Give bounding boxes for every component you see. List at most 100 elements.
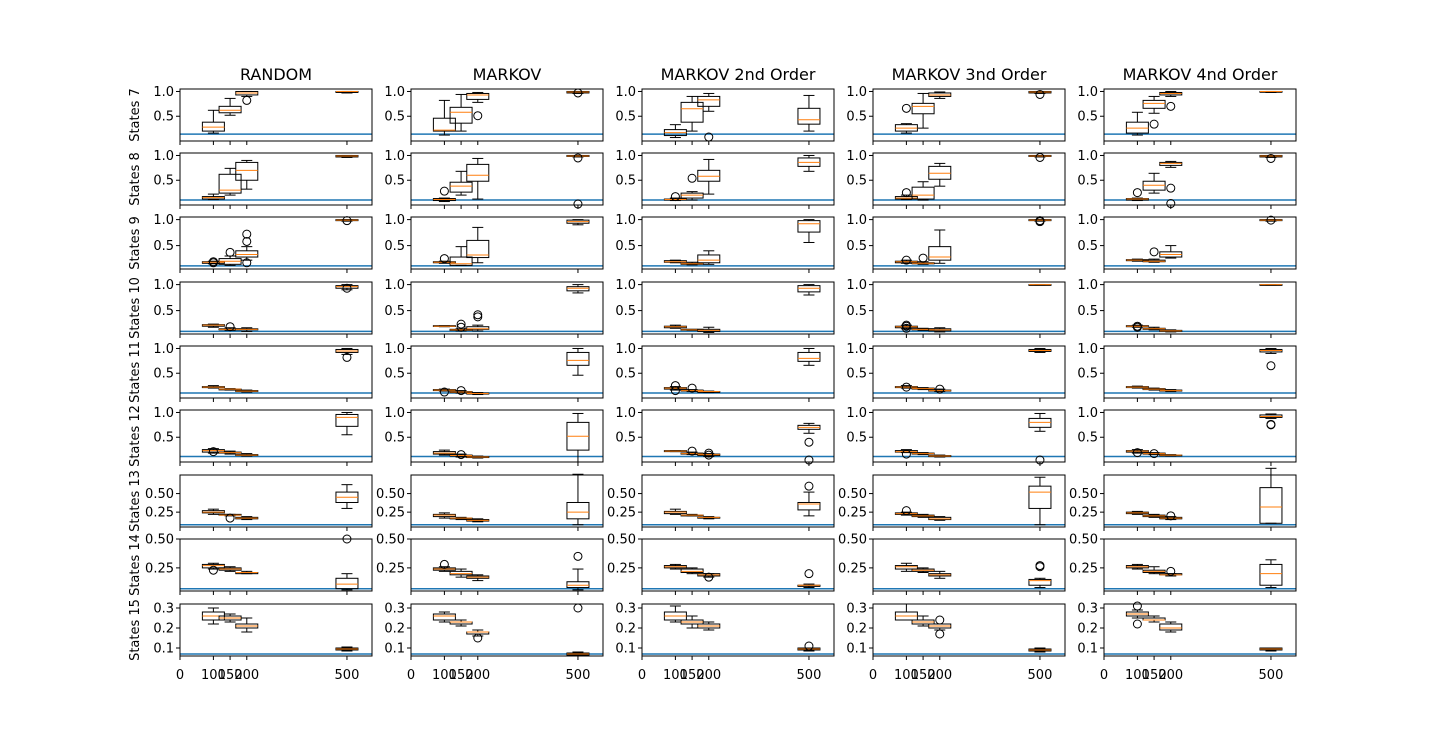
panel-states-14-markov-2nd-order: 0.25 0.50 bbox=[607, 533, 835, 595]
row-label-states-8: States 8 bbox=[128, 152, 143, 206]
panel-states-14-markov: 0.25 0.50 bbox=[376, 533, 604, 595]
outlier-point bbox=[242, 258, 252, 268]
panel-states-13-markov-2nd-order: 0.25 0.50 bbox=[607, 474, 835, 531]
box-150 bbox=[218, 566, 242, 572]
y-tick-label: 0.5 bbox=[153, 431, 174, 446]
outlier-point bbox=[342, 352, 352, 362]
y-tick-label: 1.0 bbox=[384, 342, 405, 357]
x-tick-label: 150 bbox=[449, 668, 474, 683]
box-500 bbox=[1259, 347, 1283, 371]
box-iqr bbox=[797, 351, 821, 362]
panel-frame bbox=[410, 345, 604, 399]
y-tick-label: 1.0 bbox=[384, 149, 405, 164]
outlier-point bbox=[1035, 562, 1045, 572]
box-iqr bbox=[235, 161, 259, 181]
panel-frame bbox=[410, 281, 604, 335]
y-tick-label: 0.1 bbox=[1077, 642, 1098, 657]
box-200 bbox=[235, 617, 259, 633]
outlier-point bbox=[935, 615, 945, 625]
box-200 bbox=[697, 250, 721, 265]
box-150 bbox=[680, 328, 704, 331]
panel-frame bbox=[1103, 538, 1297, 592]
box-150 bbox=[218, 513, 242, 523]
box-500 bbox=[797, 154, 821, 172]
row-label-states-7: States 7 bbox=[128, 88, 143, 142]
box-100 bbox=[432, 99, 456, 136]
panel-states-7-markov-2nd-order: 0.5 1.0 bbox=[615, 85, 835, 145]
box-iqr bbox=[894, 565, 918, 570]
panel-states-8-markov-4nd-order: 0.5 1.0 bbox=[1077, 149, 1297, 209]
box-100 bbox=[201, 385, 225, 389]
outlier-point bbox=[687, 446, 697, 456]
panel-frame bbox=[872, 216, 1066, 270]
outlier-point bbox=[804, 569, 814, 579]
y-tick-label: 0.1 bbox=[846, 642, 867, 657]
y-tick-label: 0.3 bbox=[615, 602, 636, 617]
outlier-point bbox=[208, 257, 218, 267]
outlier-point bbox=[573, 603, 583, 613]
panel-states-12-markov-4nd-order: 0.5 1.0 bbox=[1077, 406, 1297, 466]
panel-states-8-random: 0.5 1.0 bbox=[153, 149, 373, 209]
panel-frame bbox=[641, 345, 835, 399]
y-tick-label: 0.1 bbox=[384, 642, 405, 657]
box-500 bbox=[335, 347, 359, 362]
panel-frame bbox=[1103, 603, 1297, 657]
box-150 bbox=[911, 452, 935, 456]
panel-states-7-markov-3nd-order: 0.5 1.0 bbox=[846, 85, 1066, 145]
outlier-point bbox=[901, 382, 911, 392]
box-150 bbox=[1142, 615, 1166, 623]
y-tick-label: 0.25 bbox=[1069, 506, 1098, 521]
panel-frame bbox=[872, 538, 1066, 592]
outlier-point bbox=[901, 103, 911, 113]
box-200 bbox=[697, 621, 721, 631]
box-iqr bbox=[928, 246, 952, 261]
box-500 bbox=[335, 283, 359, 293]
y-tick-label: 1.0 bbox=[846, 342, 867, 357]
outlier-point bbox=[242, 236, 252, 246]
box-iqr bbox=[797, 220, 821, 233]
panel-states-9-markov-2nd-order: 0.5 1.0 bbox=[615, 213, 835, 273]
box-500 bbox=[1259, 215, 1283, 225]
outlier-point bbox=[473, 633, 483, 643]
panel-states-12-markov-3nd-order: 0.5 1.0 bbox=[846, 406, 1066, 466]
panel-frame bbox=[410, 88, 604, 142]
box-150 bbox=[1142, 449, 1166, 459]
box-iqr bbox=[797, 285, 821, 293]
box-150 bbox=[218, 167, 242, 196]
y-tick-label: 0.5 bbox=[615, 174, 636, 189]
outlier-point bbox=[1166, 183, 1176, 193]
y-tick-label: 0.50 bbox=[838, 487, 867, 502]
outlier-point bbox=[1166, 566, 1176, 576]
outlier-point bbox=[670, 381, 680, 391]
outlier-point bbox=[1132, 322, 1142, 332]
box-150 bbox=[449, 319, 473, 332]
outlier-point bbox=[456, 386, 466, 396]
outlier-point bbox=[473, 310, 483, 320]
box-iqr bbox=[218, 105, 242, 114]
x-tick-label: 0 bbox=[869, 668, 877, 683]
box-iqr bbox=[911, 102, 935, 115]
y-tick-label: 0.5 bbox=[846, 110, 867, 125]
outlier-point bbox=[1132, 619, 1142, 629]
box-200 bbox=[466, 226, 490, 264]
panel-frame bbox=[179, 409, 373, 463]
outlier-point bbox=[242, 95, 252, 105]
subplot-panels: 0.5 1.0 0.5 1.0 0.5 1.0 0.5 1.0 0.5 1.0 0.5 1.0 0.5 1… bbox=[145, 85, 1297, 660]
y-tick-label: 1.0 bbox=[846, 213, 867, 228]
panel-states-10-markov-4nd-order: 0.5 1.0 bbox=[1077, 278, 1297, 338]
y-tick-label: 1.0 bbox=[153, 342, 174, 357]
box-150 bbox=[449, 246, 473, 266]
panel-states-15-markov-4nd-order: 0.1 0.2 0.3 bbox=[1077, 601, 1297, 660]
box-iqr bbox=[449, 181, 473, 193]
panel-states-13-random: 0.25 0.50 bbox=[145, 474, 373, 531]
outlier-point bbox=[804, 481, 814, 491]
y-tick-label: 0.5 bbox=[1077, 431, 1098, 446]
panel-frame bbox=[179, 603, 373, 657]
outlier-point bbox=[804, 455, 814, 465]
box-200 bbox=[1159, 566, 1183, 577]
box-500 bbox=[797, 94, 821, 132]
box-100 bbox=[432, 387, 456, 397]
y-tick-label: 0.5 bbox=[1077, 304, 1098, 319]
box-500 bbox=[1028, 89, 1052, 99]
box-200 bbox=[928, 162, 952, 187]
